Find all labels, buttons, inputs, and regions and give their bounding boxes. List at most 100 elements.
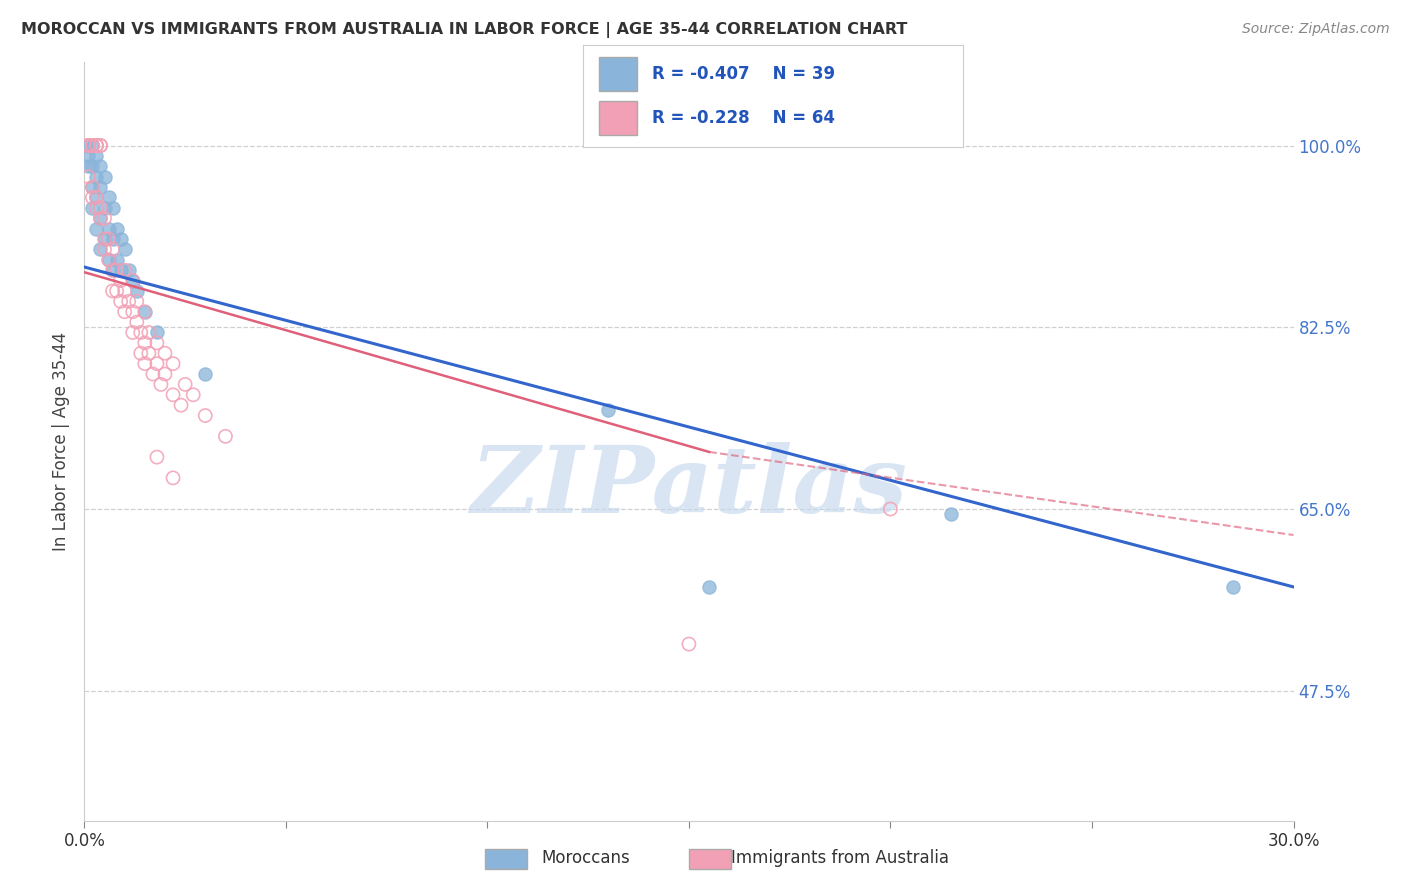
Point xyxy=(598,403,620,417)
Point xyxy=(121,274,143,288)
Point xyxy=(697,580,720,594)
Point xyxy=(82,190,104,204)
Text: ZIPatlas: ZIPatlas xyxy=(471,442,907,532)
Point xyxy=(105,221,128,235)
Point xyxy=(101,284,124,298)
Point xyxy=(93,211,115,226)
Point xyxy=(101,201,124,215)
Point xyxy=(77,138,100,153)
Point xyxy=(114,243,136,257)
Point xyxy=(82,138,104,153)
Point xyxy=(86,169,108,184)
Point xyxy=(97,190,120,204)
Point xyxy=(97,232,120,246)
Point xyxy=(101,263,124,277)
Point xyxy=(939,508,962,522)
Point xyxy=(142,367,165,381)
Point xyxy=(105,263,128,277)
Point xyxy=(86,221,108,235)
Point xyxy=(146,335,169,350)
Point xyxy=(146,326,169,340)
Point xyxy=(86,138,108,153)
Point xyxy=(118,294,141,309)
Point xyxy=(82,180,104,194)
Point xyxy=(114,263,136,277)
Point xyxy=(110,274,132,288)
Point xyxy=(86,138,108,153)
Point xyxy=(89,180,111,194)
Point xyxy=(89,243,111,257)
Point xyxy=(214,429,236,443)
Point xyxy=(89,211,111,226)
Point xyxy=(86,190,108,204)
Point xyxy=(82,138,104,153)
Point xyxy=(86,190,108,204)
Point xyxy=(110,294,132,309)
Point xyxy=(162,357,184,371)
Point xyxy=(97,252,120,267)
Point xyxy=(194,367,217,381)
Point xyxy=(89,211,111,226)
Point xyxy=(82,138,104,153)
Point xyxy=(105,284,128,298)
Point xyxy=(678,637,700,651)
Point xyxy=(129,326,152,340)
Point xyxy=(125,315,148,329)
Text: MOROCCAN VS IMMIGRANTS FROM AUSTRALIA IN LABOR FORCE | AGE 35-44 CORRELATION CHA: MOROCCAN VS IMMIGRANTS FROM AUSTRALIA IN… xyxy=(21,22,907,38)
Point xyxy=(879,502,901,516)
Point xyxy=(93,232,115,246)
Text: Immigrants from Australia: Immigrants from Australia xyxy=(731,849,949,867)
Point xyxy=(101,232,124,246)
Point xyxy=(125,284,148,298)
Point xyxy=(77,138,100,153)
Point xyxy=(153,346,176,360)
Point xyxy=(86,138,108,153)
Point xyxy=(121,274,143,288)
Point xyxy=(162,388,184,402)
Point xyxy=(146,450,169,464)
Point xyxy=(129,346,152,360)
Text: Source: ZipAtlas.com: Source: ZipAtlas.com xyxy=(1241,22,1389,37)
Point xyxy=(114,304,136,318)
Point xyxy=(114,284,136,298)
FancyBboxPatch shape xyxy=(599,101,637,135)
Point xyxy=(110,232,132,246)
Point xyxy=(146,357,169,371)
Point xyxy=(89,138,111,153)
Point xyxy=(134,304,156,318)
Point xyxy=(82,138,104,153)
Point xyxy=(82,159,104,173)
Point xyxy=(82,201,104,215)
Point xyxy=(93,169,115,184)
FancyBboxPatch shape xyxy=(599,57,637,91)
Point xyxy=(97,252,120,267)
Text: R = -0.407    N = 39: R = -0.407 N = 39 xyxy=(652,65,835,83)
Point xyxy=(101,243,124,257)
Point xyxy=(77,159,100,173)
Point xyxy=(77,138,100,153)
Point xyxy=(118,263,141,277)
Text: R = -0.228    N = 64: R = -0.228 N = 64 xyxy=(652,110,835,128)
Point xyxy=(153,367,176,381)
Point xyxy=(105,252,128,267)
Point xyxy=(181,388,204,402)
Point xyxy=(89,159,111,173)
Point xyxy=(149,377,172,392)
Point xyxy=(77,169,100,184)
Point xyxy=(134,304,156,318)
Point xyxy=(134,357,156,371)
Point xyxy=(93,201,115,215)
Y-axis label: In Labor Force | Age 35-44: In Labor Force | Age 35-44 xyxy=(52,332,70,551)
Point xyxy=(162,471,184,485)
Point xyxy=(93,232,115,246)
Point xyxy=(86,201,108,215)
Point xyxy=(121,304,143,318)
Point xyxy=(174,377,197,392)
Point xyxy=(89,201,111,215)
Point xyxy=(77,138,100,153)
Point xyxy=(101,263,124,277)
Point xyxy=(93,243,115,257)
Point xyxy=(1222,580,1244,594)
Point xyxy=(97,221,120,235)
Point xyxy=(89,138,111,153)
